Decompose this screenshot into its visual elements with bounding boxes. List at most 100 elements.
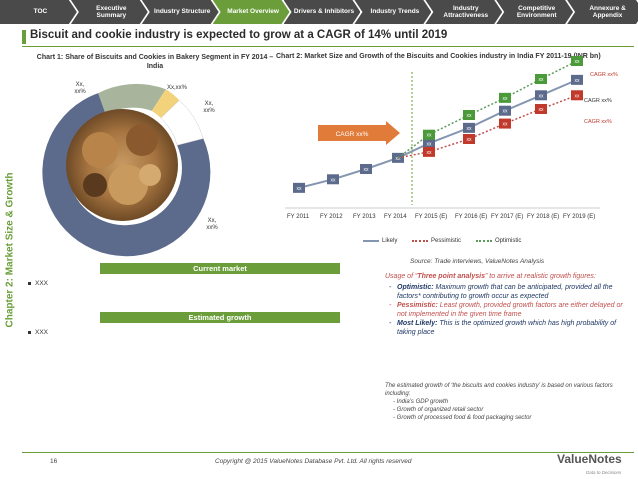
bullet-icon [28, 282, 31, 285]
source-note: Source: Trade interviews, ValueNotes Ana… [410, 258, 545, 265]
legend-likely-label: Likely [382, 238, 398, 244]
x-tick-label: FY 2012 [320, 214, 343, 220]
tab-industry-attractiveness[interactable]: Industry Attractiveness [425, 0, 502, 24]
cookie-photo-detail-3 [108, 165, 148, 205]
analysis-item-likely: Most Likely: This is the optimized growt… [385, 319, 633, 337]
legend-likely: Likely [363, 238, 397, 244]
data-point-likely [535, 90, 547, 101]
legend-pessimistic: Pessimistic [412, 238, 461, 244]
legend-optimistic: Optimistic [476, 238, 521, 244]
tab-annexure-appendix[interactable]: Annexure & Appendix [567, 0, 638, 24]
tab-executive-summary[interactable]: Executive Summary [71, 0, 148, 24]
analysis-term: Pessimistic: [397, 302, 438, 309]
donut-slice-cakes [98, 83, 166, 115]
data-point-label: xx [503, 109, 509, 115]
data-point-label: xx [539, 107, 545, 113]
data-point-likely [423, 138, 435, 149]
data-point-likely [293, 182, 305, 193]
data-point-label: xx [575, 59, 581, 65]
x-tick-label: FY 2015 (E) [415, 214, 448, 220]
tab-industry-structure-label: Industry Structure [154, 8, 211, 16]
analysis-text: Maximum growth that can be anticipated, … [397, 284, 613, 300]
title-accent-bar [22, 30, 26, 44]
analysis-item-optimistic: Optimistic: Maximum growth that can be a… [385, 283, 633, 301]
analysis-intro: Usage of “Three point analysis” to arriv… [385, 272, 633, 281]
tab-toc[interactable]: TOC [0, 0, 77, 24]
series-line-pessimistic [397, 94, 578, 159]
analysis-item-pessimistic: Pessimistic: Least growth, provided grow… [385, 301, 633, 319]
donut-slice-others [160, 99, 204, 146]
legend-pessimistic-label: Pessimistic [431, 238, 462, 244]
cookie-photo-detail-4 [83, 173, 107, 197]
tab-market-overview-label: Market Overview [227, 8, 279, 16]
x-tick-label: FY 2014 [384, 214, 407, 220]
analysis-intro-prefix: Usage of “ [385, 273, 418, 280]
donut-label-2: Xx,xx% [166, 85, 187, 91]
analysis-intro-bold: Three point analysis [417, 273, 485, 280]
data-point-label: xx [364, 167, 370, 173]
tab-market-overview[interactable]: Market Overview [213, 0, 290, 24]
analysis-text: Least growth, provided growth factors ar… [397, 302, 623, 318]
data-point-pessimistic [499, 118, 511, 129]
factor-text: India’s GDP growth [396, 399, 449, 405]
current-market-header: Current market [100, 263, 340, 274]
factors-intro: The estimated growth of ‘the biscuits an… [385, 383, 613, 397]
data-point-likely [571, 74, 583, 85]
factor-item: - Growth of organized retail sector [393, 407, 484, 413]
x-tick-label: FY 2017 (E) [491, 214, 524, 220]
analysis-list: Optimistic: Maximum growth that can be a… [385, 283, 633, 337]
donut-label-3: Xx, xx% [203, 101, 215, 114]
top-navigation: TOC Executive Summary Industry Structure… [0, 0, 638, 24]
cagr-box-label: CAGR xx% [336, 131, 369, 138]
cagr-scenario-label: CAGR xx% [584, 119, 612, 125]
chart1-title: Chart 1: Share of Biscuits and Cookies i… [36, 54, 274, 70]
data-point-label: xx [427, 141, 433, 147]
data-point-likely [327, 174, 339, 185]
x-tick-label: FY 2013 [353, 214, 376, 220]
tab-competitive-environment[interactable]: Competitive Environment [496, 0, 573, 24]
factor-item: - Growth of processed food & food packag… [393, 415, 532, 421]
data-point-label: xx [503, 96, 509, 102]
logo-tagline: Data to Decisions [586, 470, 622, 475]
data-point-pessimistic [423, 146, 435, 157]
data-point-label: xx [396, 156, 402, 162]
cookie-photo-detail-5 [139, 164, 161, 186]
analysis-term: Optimistic: [397, 284, 434, 291]
factor-item: - India’s GDP growth [393, 399, 449, 405]
title-divider [22, 46, 634, 47]
data-point-label: xx [467, 126, 473, 132]
tab-industry-trends[interactable]: Industry Trends [354, 0, 431, 24]
data-point-pessimistic [463, 134, 475, 144]
footer-divider [22, 452, 634, 453]
factor-text: Growth of organized retail sector [396, 407, 484, 413]
current-market-bullet: XXX [28, 280, 48, 287]
legend-pessimistic-swatch [412, 240, 428, 242]
donut-label-1: Xx, xx% [74, 82, 86, 95]
data-point-likely [463, 122, 475, 133]
data-point-pessimistic [571, 90, 583, 101]
data-point-label: xx [467, 113, 473, 119]
cagr-scenario-label: CAGR xx% [590, 72, 618, 78]
data-point-optimistic [423, 129, 435, 140]
data-point-optimistic [499, 92, 511, 103]
data-point-likely [360, 164, 372, 174]
data-point-label: xx [427, 133, 433, 139]
data-point-label: xx [575, 78, 581, 84]
cagr-box [318, 125, 386, 141]
estimated-growth-header: Estimated growth [100, 312, 340, 323]
tab-executive-summary-label: Executive Summary [96, 4, 127, 19]
copyright-text: Copyright @ 2015 ValueNotes Database Pvt… [215, 458, 412, 465]
analysis-term: Most Likely: [397, 320, 438, 327]
data-point-label: xx [427, 150, 433, 156]
x-tick-label: FY 2019 (E) [563, 214, 596, 220]
tab-annexure-appendix-label: Annexure & Appendix [589, 4, 626, 19]
cagr-scenario-label: CAGR xx% [584, 98, 612, 104]
current-market-text: XXX [35, 280, 49, 287]
tab-industry-structure[interactable]: Industry Structure [142, 0, 219, 24]
estimated-growth-bullet: XXX [28, 329, 48, 336]
analysis-panel: Usage of “Three point analysis” to arriv… [385, 272, 633, 337]
tab-drivers-inhibitors[interactable]: Drivers & Inhibitors [284, 0, 361, 24]
donut-label-4: Xx, xx% [206, 218, 218, 231]
legend-likely-swatch [363, 240, 379, 242]
